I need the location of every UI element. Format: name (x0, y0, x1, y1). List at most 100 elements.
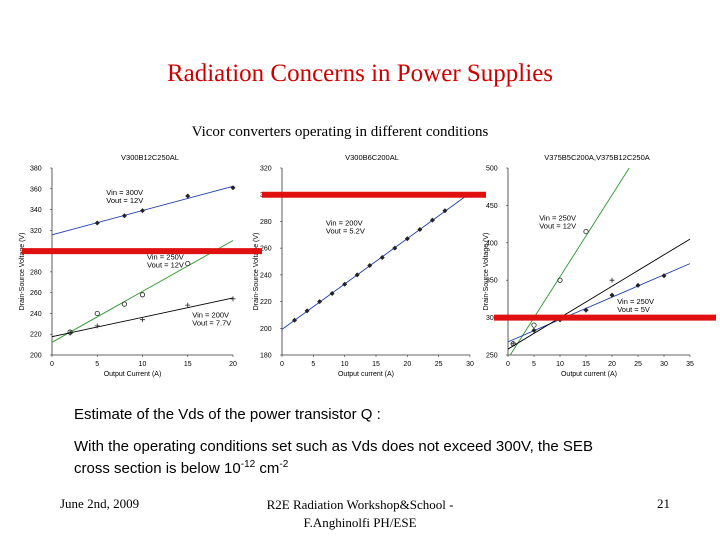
data-point (392, 245, 398, 251)
x-tick-label: 20 (608, 361, 616, 368)
chart-v375b5c200a: V375B5C200A,V375B12C250A2503003504004505… (483, 153, 694, 378)
data-point (557, 277, 563, 283)
x-axis-label: Output Current (A) (104, 371, 162, 378)
data-point (583, 228, 589, 235)
threshold-lines (22, 191, 716, 321)
y-axis-label: Drain-Source Voltage (V) (253, 233, 260, 311)
y-tick-label: 300 (486, 315, 498, 322)
y-tick-label: 220 (260, 299, 272, 306)
x-tick-label: 10 (556, 361, 564, 368)
chart-title: V375B5C200A,V375B12C250A (544, 153, 650, 162)
page-number: 21 (657, 496, 670, 511)
data-point (304, 308, 310, 314)
x-tick-label: 25 (435, 361, 443, 368)
series-trend-line (509, 167, 630, 356)
data-point (531, 322, 537, 328)
x-tick-label: 10 (139, 361, 147, 368)
series-label: Vout = 12V (147, 260, 184, 269)
x-tick-label: 5 (532, 361, 536, 368)
data-point (329, 291, 335, 297)
y-tick-label: 250 (486, 353, 498, 360)
series-trend-line (281, 192, 471, 330)
series-trend-line (507, 238, 691, 350)
series-label: Vout = 5V (617, 305, 650, 314)
y-tick-label: 200 (260, 326, 272, 333)
y-tick-label: 180 (260, 353, 272, 360)
y-tick-label: 380 (30, 166, 42, 173)
chart-v300b6c200al: V300B6C200AL1802002202402602803003200510… (253, 153, 474, 378)
data-point (67, 330, 73, 336)
data-point (635, 282, 641, 288)
x-tick-label: 0 (50, 361, 54, 368)
y-tick-label: 350 (486, 278, 498, 285)
data-point (139, 292, 146, 298)
data-point (429, 217, 435, 223)
y-tick-label: 280 (260, 219, 272, 226)
footer-date: June 2nd, 2009 (60, 496, 140, 511)
cross-section-text: cross section is below 10 (74, 460, 241, 477)
unit-text: cm (255, 460, 280, 477)
series-label: Vin = 250V (539, 213, 576, 222)
x-tick-label: 35 (686, 361, 694, 368)
data-point (185, 193, 191, 199)
y-tick-label: 320 (260, 166, 272, 173)
slide-title: Radiation Concerns in Power Supplies (166, 60, 554, 87)
x-tick-label: 25 (634, 361, 642, 368)
x-tick-label: 20 (403, 361, 411, 368)
data-point (185, 302, 191, 308)
series-label: Vout = 12V (539, 221, 576, 230)
x-tick-label: 15 (372, 361, 380, 368)
data-point (94, 310, 100, 317)
series-label: Vin = 250V (147, 252, 184, 261)
data-point (140, 208, 145, 214)
y-tick-label: 260 (30, 290, 42, 297)
series-label: Vin = 200V (192, 311, 229, 320)
data-point (442, 208, 448, 214)
chart-v300b12c250al: V300B12C250AL200220240260280300320340360… (19, 153, 237, 378)
x-tick-label: 5 (311, 361, 315, 368)
data-point (583, 307, 589, 313)
conditions-text: With the operating conditions set such a… (74, 438, 593, 455)
data-point (531, 327, 537, 333)
chart-title: V300B6C200AL (345, 153, 399, 162)
y-tick-label: 360 (30, 186, 42, 193)
x-tick-label: 0 (280, 361, 284, 368)
data-point (342, 281, 348, 287)
x-tick-label: 0 (506, 361, 510, 368)
data-point (292, 317, 298, 323)
y-tick-label: 340 (30, 207, 42, 214)
y-tick-label: 240 (30, 311, 42, 318)
y-tick-label: 220 (30, 332, 42, 339)
data-point (185, 260, 191, 267)
footer-event: R2E Radiation Workshop&School - F.Anghin… (240, 496, 480, 532)
series-label: Vout = 12V (106, 196, 143, 205)
series-trend-line (507, 263, 691, 343)
data-point (94, 220, 100, 226)
footer-event-line1: R2E Radiation Workshop&School - (266, 497, 454, 512)
series-label: Vin = 300V (106, 188, 143, 197)
x-tick-label: 10 (341, 361, 349, 368)
exponent-2: -2 (279, 459, 289, 470)
x-tick-label: 15 (582, 361, 590, 368)
data-point (609, 277, 615, 283)
x-axis-label: Output current (A) (561, 371, 617, 378)
x-tick-label: 15 (184, 361, 192, 368)
data-point (121, 213, 127, 219)
y-tick-label: 320 (30, 228, 42, 235)
series-label: Vin = 200V (326, 218, 363, 227)
series-label: Vin = 250V (617, 297, 654, 306)
body-line-estimate: Estimate of the Vds of the power transis… (74, 406, 381, 423)
data-point (367, 263, 373, 269)
exponent-1: -12 (240, 459, 256, 470)
y-tick-label: 400 (486, 240, 498, 247)
x-tick-label: 5 (95, 361, 99, 368)
data-point (140, 317, 145, 323)
charts-area: V300B12C250AL200220240260280300320340360… (19, 153, 716, 378)
y-axis-label: Drain-Source Voltage (V) (19, 233, 26, 311)
y-axis-label: Drain-Source Voltage (V) (483, 233, 490, 311)
body-text: Estimate of the Vds of the power transis… (74, 404, 694, 490)
data-point (404, 236, 410, 242)
y-tick-label: 450 (486, 203, 498, 210)
data-point (379, 254, 385, 260)
data-point (317, 299, 323, 305)
